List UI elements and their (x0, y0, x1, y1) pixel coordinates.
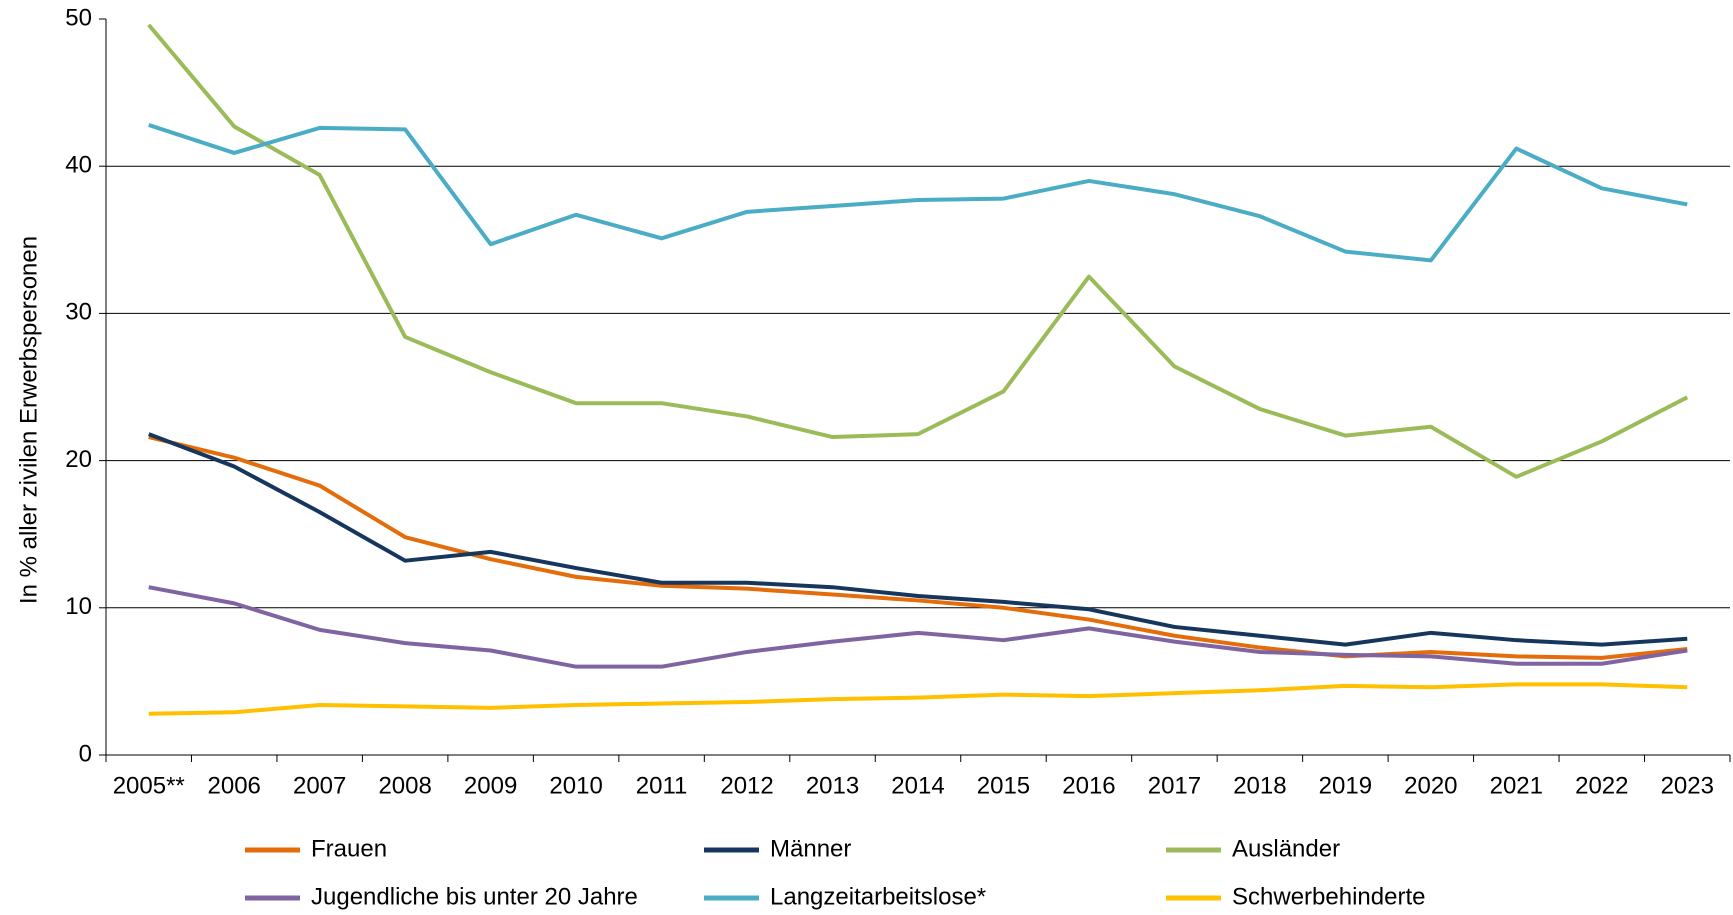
x-tick-label: 2005** (113, 772, 185, 799)
series-line (147, 23, 1689, 479)
x-tick-label: 2006 (208, 772, 261, 799)
series-line (148, 123, 1688, 263)
x-tick-label: 2015 (977, 772, 1030, 799)
y-axis-label: In % aller zivilen Erwerbspersonen (15, 236, 42, 604)
x-tick-label: 2023 (1661, 772, 1714, 799)
legend-label: Männer (770, 835, 851, 862)
x-tick-label: 2018 (1233, 772, 1286, 799)
x-tick-label: 2009 (464, 772, 517, 799)
x-tick-label: 2008 (378, 772, 431, 799)
x-tick-label: 2020 (1404, 772, 1457, 799)
y-tick-label: 30 (65, 299, 92, 326)
x-tick-label: 2014 (891, 772, 944, 799)
x-tick-label: 2011 (636, 772, 688, 799)
series-line (148, 432, 1688, 647)
x-tick-label: 2019 (1319, 772, 1372, 799)
legend-label: Ausländer (1232, 835, 1340, 862)
y-tick-label: 50 (65, 4, 92, 31)
x-tick-label: 2022 (1575, 772, 1628, 799)
legend-label: Jugendliche bis unter 20 Jahre (311, 883, 638, 910)
x-tick-label: 2010 (549, 772, 602, 799)
legend-label: Schwerbehinderte (1232, 883, 1425, 910)
series-line (148, 585, 1688, 669)
series-line (148, 435, 1688, 660)
legend-label: Langzeitarbeitslose* (770, 883, 986, 910)
series-line (148, 682, 1688, 716)
x-tick-label: 2021 (1490, 772, 1543, 799)
x-tick-label: 2013 (806, 772, 859, 799)
y-tick-label: 40 (65, 152, 92, 179)
x-tick-label: 2012 (720, 772, 773, 799)
y-tick-label: 20 (65, 446, 92, 473)
x-tick-label: 2007 (293, 772, 346, 799)
x-tick-label: 2016 (1062, 772, 1115, 799)
y-tick-label: 0 (79, 740, 92, 767)
legend-label: Frauen (311, 835, 387, 862)
y-tick-label: 10 (65, 593, 92, 620)
x-tick-label: 2017 (1148, 772, 1201, 799)
